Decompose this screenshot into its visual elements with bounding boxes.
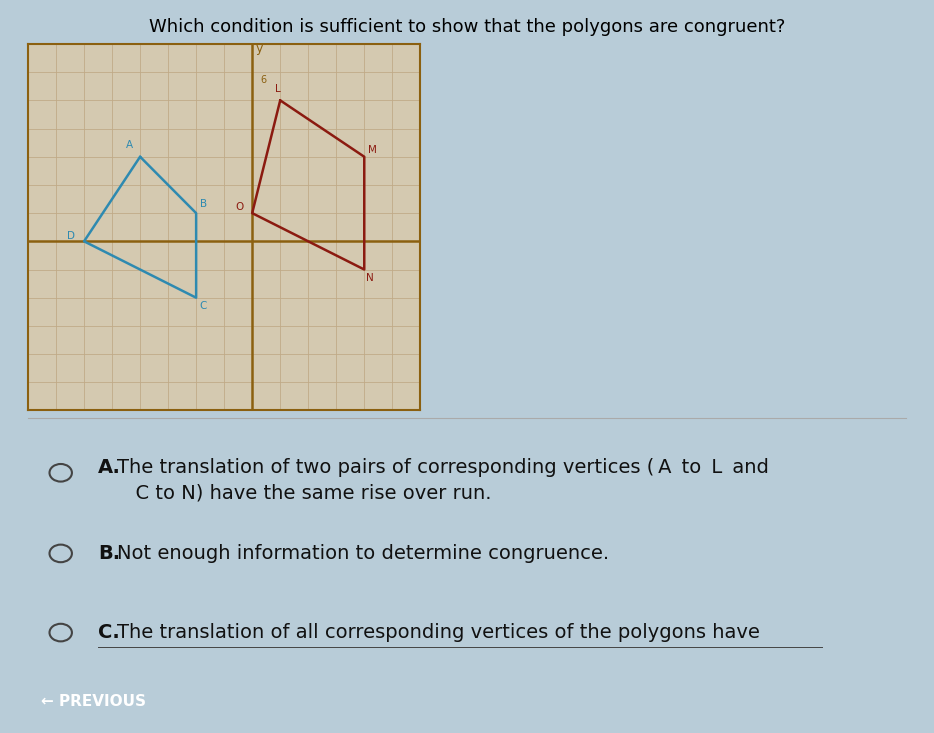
Text: The translation of all corresponding vertices of the polygons have: The translation of all corresponding ver… <box>117 623 759 642</box>
Text: B: B <box>200 199 207 210</box>
Text: 6: 6 <box>261 75 267 86</box>
Text: C to ​N​) have the same rise over run.: C to ​N​) have the same rise over run. <box>98 484 491 503</box>
Text: ← PREVIOUS: ← PREVIOUS <box>41 694 146 710</box>
Text: Which condition is sufficient to show that the polygons are congruent?: Which condition is sufficient to show th… <box>149 18 785 37</box>
Text: A.: A. <box>98 458 120 477</box>
Text: C.: C. <box>98 623 120 642</box>
Text: O: O <box>235 202 244 213</box>
Text: N: N <box>365 273 374 283</box>
Text: The translation of two pairs of corresponding vertices ( ​A​  to  ​L​  and: The translation of two pairs of correspo… <box>117 458 769 477</box>
Text: y: y <box>256 43 262 56</box>
Text: L: L <box>275 84 280 94</box>
Text: A: A <box>126 140 134 150</box>
Text: M: M <box>368 144 377 155</box>
Text: C: C <box>199 301 206 311</box>
Text: Not enough information to determine congruence.: Not enough information to determine cong… <box>117 544 609 563</box>
Text: D: D <box>67 230 76 240</box>
Text: B.: B. <box>98 544 120 563</box>
